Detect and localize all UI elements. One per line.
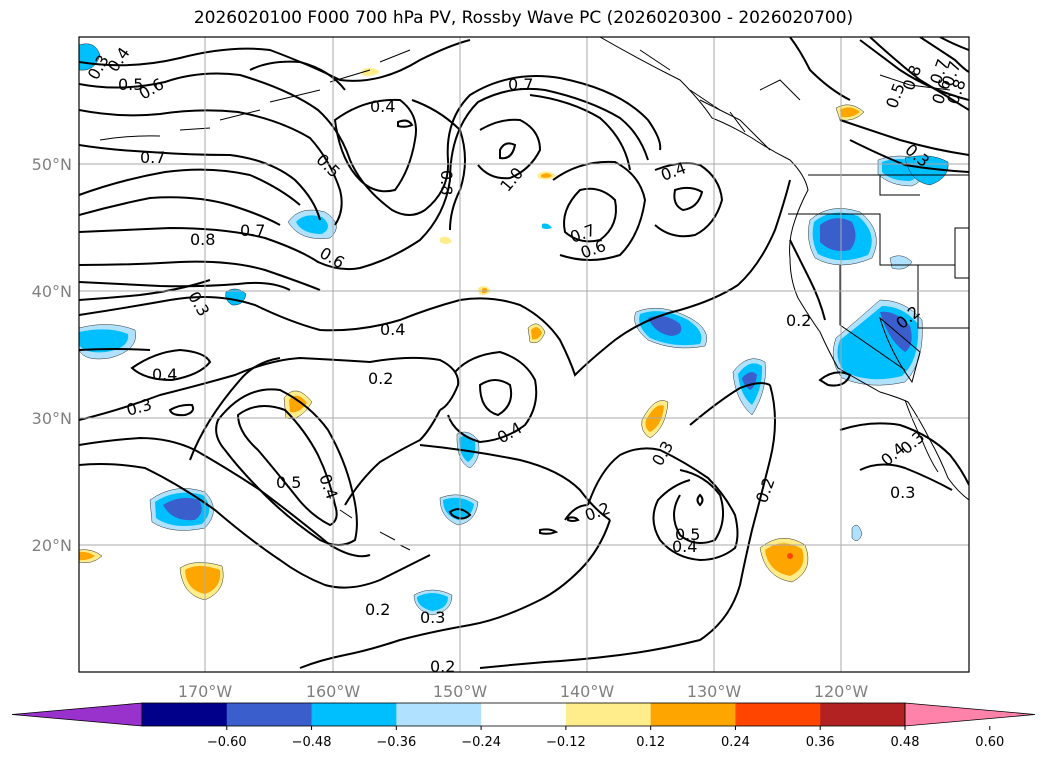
colorbar-tick-label: −0.48 — [292, 735, 332, 750]
lat-label: 20°N — [32, 536, 72, 555]
colorbar-tick-label: −0.60 — [207, 735, 247, 750]
colorbar-segment — [735, 703, 821, 726]
contour-label: 0.4 — [380, 320, 405, 339]
pos-blob — [362, 67, 380, 76]
colorbar-frame — [141, 702, 906, 727]
contour-label: 0.2 — [430, 657, 455, 676]
map-title: 2026020100 F000 700 hPa PV, Rossby Wave … — [193, 8, 854, 28]
contour-label: 0.5 — [675, 525, 700, 544]
contour-label: 0.3 — [890, 483, 915, 502]
neg-blob — [889, 255, 913, 270]
lon-label: 120°W — [814, 682, 869, 701]
colorbar-tick-label: 0.12 — [636, 735, 665, 750]
lat-label: 30°N — [32, 409, 72, 428]
contour-label: 0.2 — [365, 600, 390, 619]
map-panel — [79, 37, 969, 672]
lat-label: 50°N — [32, 155, 72, 174]
colorbar-tick-label: 0.24 — [721, 735, 750, 750]
lon-label: 170°W — [178, 682, 233, 701]
contour-label: 0.7 — [508, 75, 533, 94]
colorbar-tick-label: −0.12 — [546, 735, 586, 750]
lon-label: 160°W — [306, 682, 361, 701]
gridlines — [79, 37, 969, 672]
contour-label: 0.3 — [420, 608, 445, 627]
colorbar-segment — [226, 703, 313, 726]
longitude-labels: 170°W 160°W 150°W 140°W 130°W 120°W — [178, 682, 869, 701]
contour-label: 0.5 — [276, 473, 301, 492]
contour-label: 0.7 — [240, 221, 265, 240]
colorbar-segment — [311, 703, 397, 726]
colorbar-tick-label: −0.24 — [461, 735, 501, 750]
pos-blob — [542, 223, 552, 229]
neg-blob — [904, 155, 949, 186]
colorbar-segment — [650, 703, 736, 726]
colorbar-extend-low — [11, 702, 143, 727]
colorbar-segment — [142, 703, 228, 726]
colorbar-segment — [481, 703, 567, 726]
lon-label: 150°W — [433, 682, 488, 701]
lon-label: 130°W — [687, 682, 742, 701]
lat-label: 40°N — [32, 282, 72, 301]
contour-label: 0.2 — [368, 369, 393, 388]
contour-label: 0.8 — [437, 170, 456, 195]
colorbar-segment — [396, 703, 482, 726]
contour-label: 0.4 — [152, 365, 177, 384]
contour-label: 0.7 — [140, 148, 165, 167]
neg-blob — [851, 524, 863, 541]
colorbar-extend-high — [904, 702, 1036, 727]
colorbar: −0.60 −0.48 −0.36 −0.24 −0.12 0.12 0.24 0.36 0.4… — [11, 702, 1036, 750]
colorbar-tick-label: 0.48 — [891, 735, 920, 750]
pv-contours — [79, 37, 969, 669]
contour-label: 0.2 — [786, 311, 811, 330]
colorbar-tick-label: 0.60 — [975, 735, 1004, 750]
coastlines — [99, 37, 969, 551]
map-frame — [78, 36, 970, 673]
colorbar-tick-label: −0.36 — [376, 735, 416, 750]
colorbar-tick-label: 0.36 — [806, 735, 835, 750]
shaded-anomalies — [79, 43, 949, 616]
colorbar-segment — [820, 703, 906, 726]
contour-label: 0.8 — [190, 230, 215, 249]
contour-label: 0.4 — [672, 537, 697, 556]
contour-label: 0.5 — [118, 75, 143, 94]
pos-blob — [440, 236, 452, 244]
contour-label: 0.4 — [370, 97, 395, 116]
latitude-labels: 50°N 40°N 30°N 20°N — [32, 155, 72, 555]
lon-label: 140°W — [560, 682, 615, 701]
colorbar-segment — [565, 703, 652, 726]
